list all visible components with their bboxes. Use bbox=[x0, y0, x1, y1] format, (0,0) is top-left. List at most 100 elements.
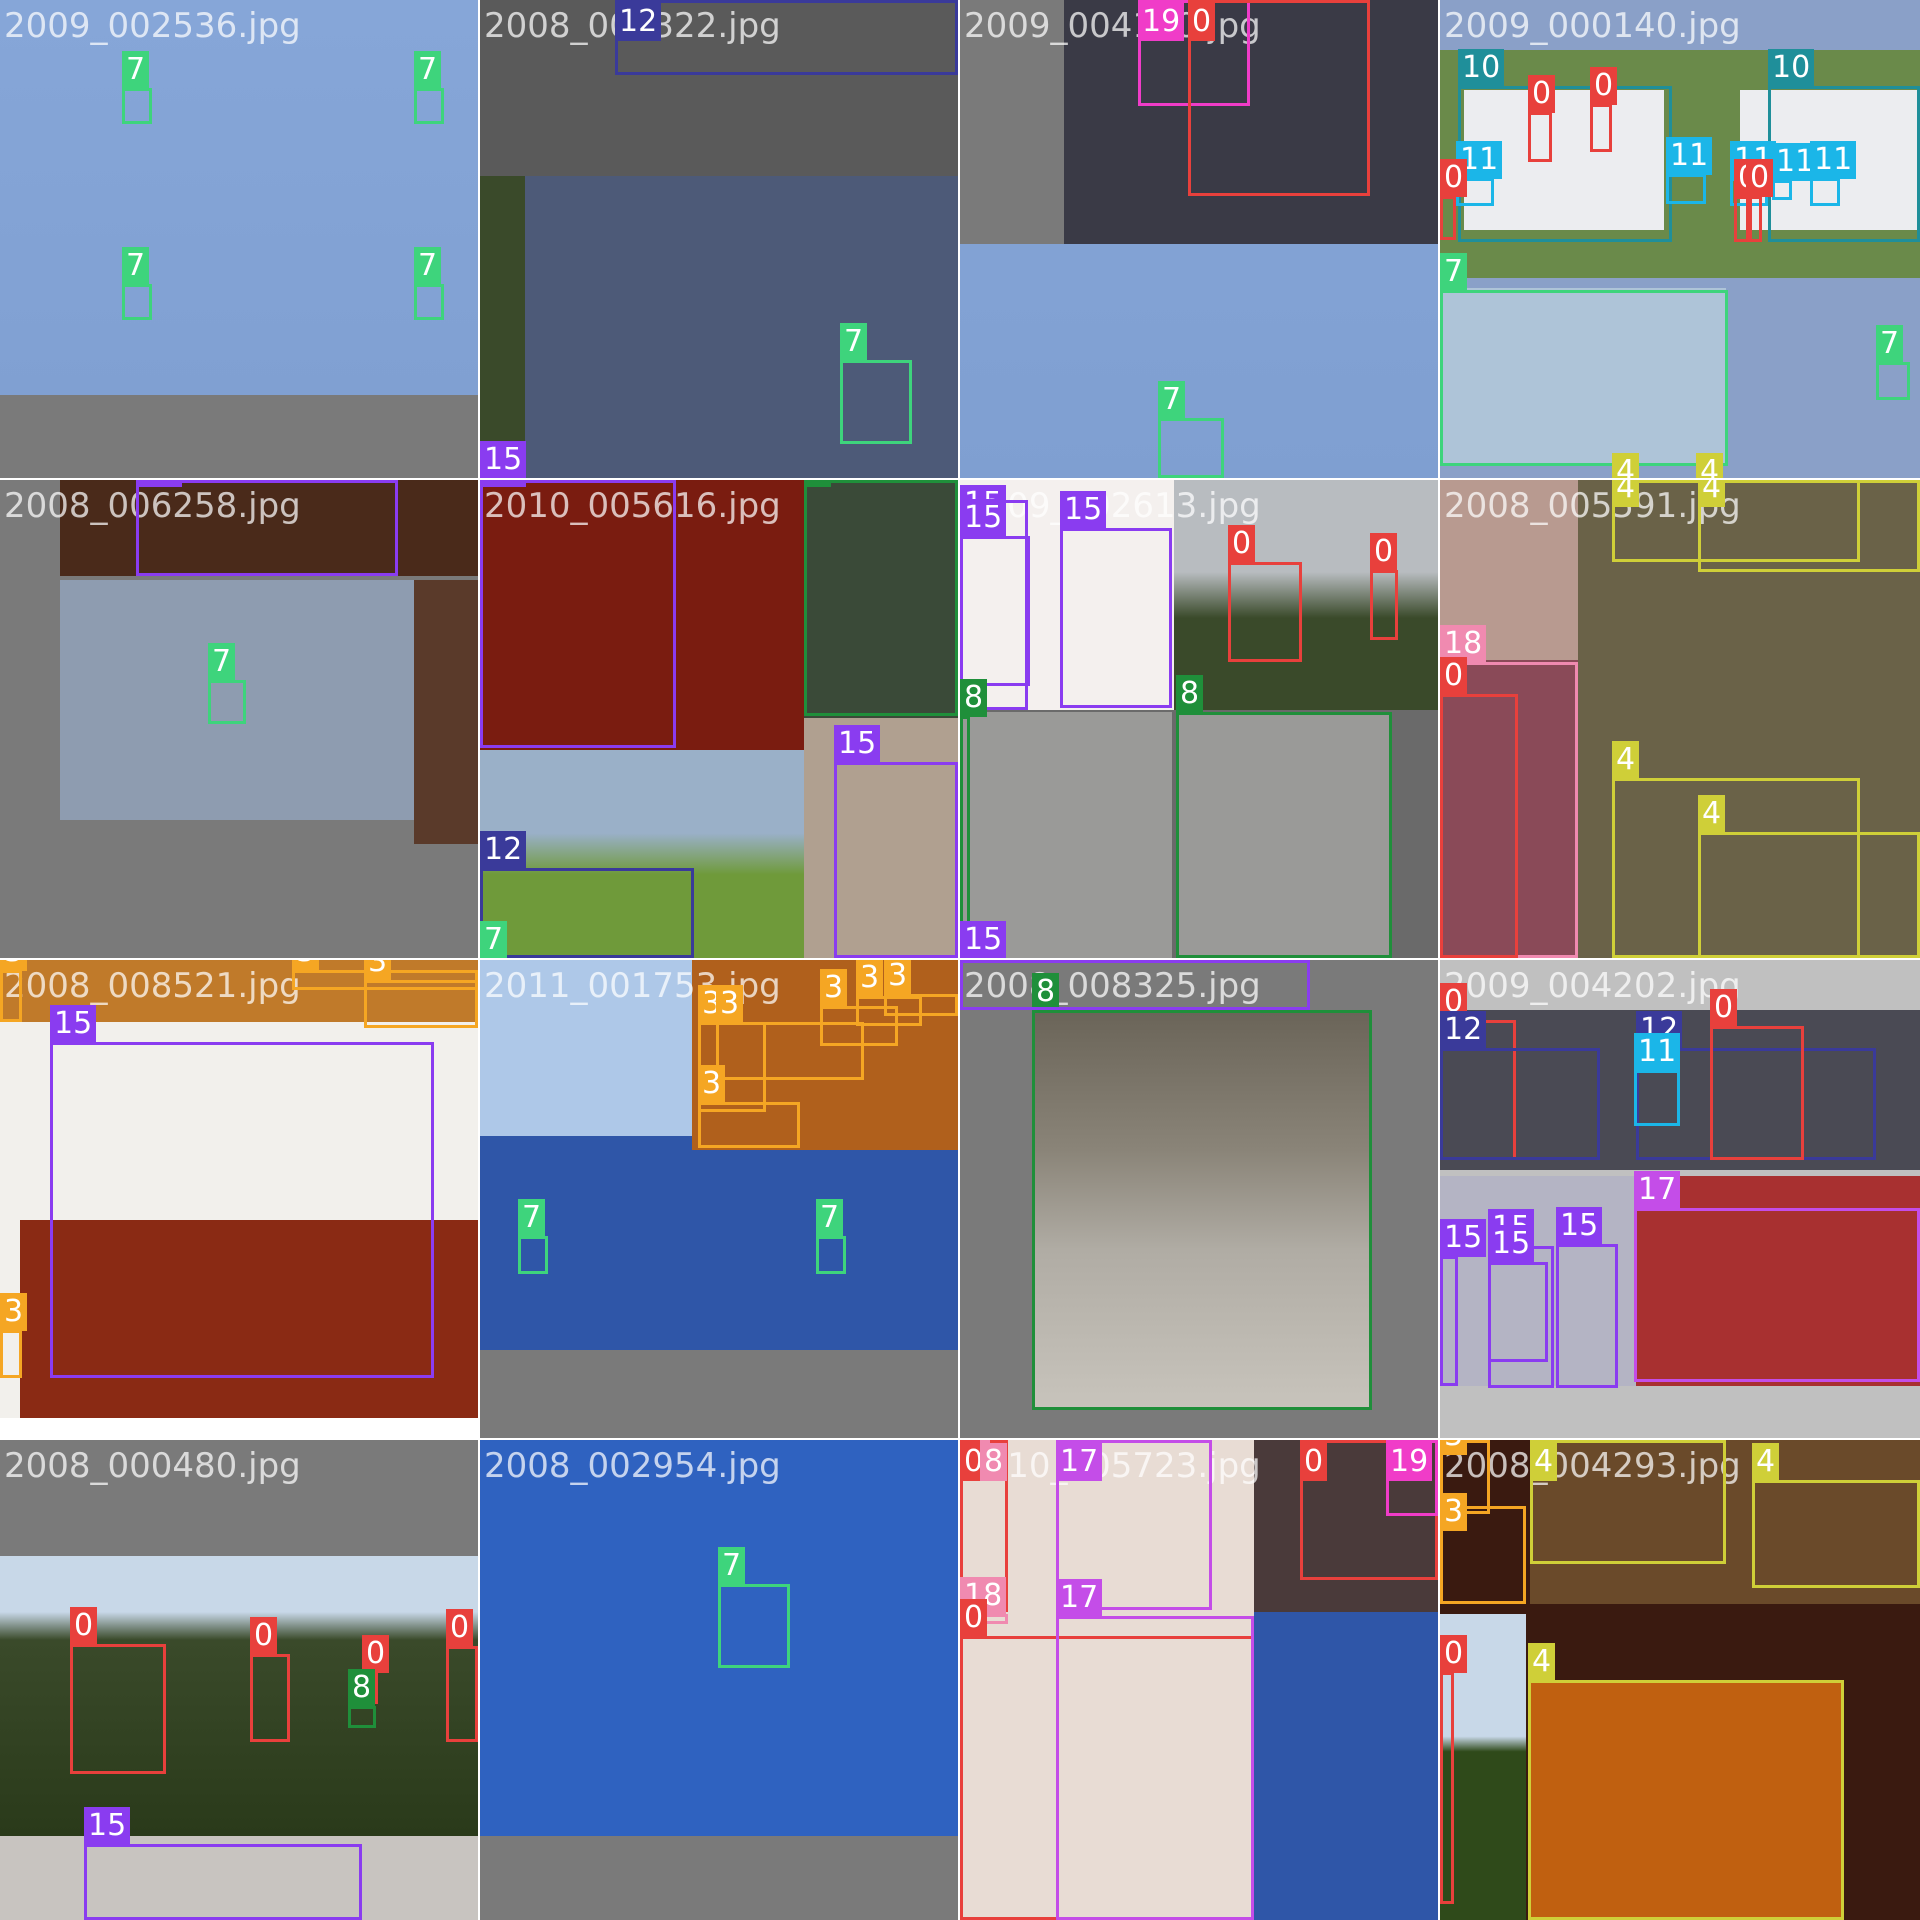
grid-divider bbox=[0, 1438, 1920, 1440]
class-label: 4 bbox=[1612, 741, 1640, 779]
class-label: 12 bbox=[615, 3, 662, 41]
class-label: 0 bbox=[1710, 989, 1738, 1027]
class-label: 8 bbox=[804, 480, 832, 487]
class-label: 8 bbox=[348, 1669, 376, 1707]
class-label: 0 bbox=[1440, 1635, 1468, 1673]
detection-box: 11 bbox=[1634, 1033, 1681, 1126]
detection-box: 0 bbox=[70, 1607, 166, 1774]
class-label: 10 bbox=[1458, 49, 1505, 87]
detection-box: 10 bbox=[1768, 49, 1920, 242]
detection-box: 8 bbox=[1176, 675, 1392, 958]
tile-2008-006258: 2008_006258.jpg 15 7 bbox=[0, 480, 478, 958]
tile-2010-005616: 2010_005616.jpg 15 8 12 15 7 bbox=[480, 480, 958, 958]
class-label: 3 bbox=[1440, 1440, 1468, 1455]
class-label: 4 bbox=[1612, 480, 1640, 507]
detection-box: 3 bbox=[884, 960, 958, 1016]
class-label: 11 bbox=[1772, 143, 1819, 181]
class-label: 3 bbox=[0, 1293, 28, 1331]
detection-box: 0 bbox=[1440, 159, 1468, 240]
detection-box: 8 bbox=[348, 1669, 376, 1728]
class-label: 0 bbox=[1228, 525, 1256, 563]
detection-box: 15 bbox=[834, 725, 958, 958]
tile-filename: 2008_002954.jpg bbox=[484, 1446, 781, 1486]
detection-box: 12 bbox=[480, 831, 694, 958]
detection-box: 0 bbox=[1228, 525, 1302, 662]
class-label: 17 bbox=[1056, 1579, 1103, 1617]
detection-box: 7 bbox=[414, 51, 444, 124]
class-label: 0 bbox=[1528, 75, 1556, 113]
tile-2009-004202: 2009_004202.jpg 0 12 12 0 11 17 15 15 15… bbox=[1440, 960, 1920, 1438]
grid-divider bbox=[0, 958, 1920, 960]
detection-box: 3 bbox=[716, 985, 864, 1080]
detection-box: 15 bbox=[480, 480, 676, 748]
class-label: 7 bbox=[1876, 325, 1904, 363]
tile-filename: 2008_008521.jpg bbox=[4, 966, 301, 1006]
grid-divider bbox=[478, 0, 480, 1920]
class-label: 3 bbox=[0, 960, 28, 971]
tile-2008-004293: 2008_004293.jpg 3 4 4 3 0 4 bbox=[1440, 1440, 1920, 1920]
class-label: 4 bbox=[1612, 453, 1640, 478]
class-label: 7 bbox=[414, 51, 442, 89]
class-label: 4 bbox=[1696, 453, 1724, 478]
class-label: 3 bbox=[698, 1065, 726, 1103]
detection-box: 8 bbox=[804, 480, 958, 716]
detection-box: 0 bbox=[1370, 533, 1398, 640]
class-label: 4 bbox=[1752, 1443, 1780, 1481]
tile-filename: 2010_005616.jpg bbox=[484, 486, 781, 526]
detection-box: 3 bbox=[856, 960, 922, 1026]
class-label: 17 bbox=[1634, 1171, 1681, 1209]
detection-box: 7 bbox=[1876, 325, 1910, 400]
tile-filename: 2008_005591.jpg bbox=[1444, 486, 1741, 526]
detection-box: 3 bbox=[364, 960, 478, 1028]
detection-box: 19 bbox=[1386, 1440, 1438, 1516]
tile-2009-002536: 2009_002536.jpg 7 7 7 7 bbox=[0, 0, 478, 478]
tile-filename: 2009_002536.jpg bbox=[4, 6, 301, 46]
tile-2008-008521: 2008_008521.jpg 3 3 3 15 3 bbox=[0, 960, 478, 1418]
class-label: 7 bbox=[718, 1547, 746, 1585]
detection-box: 0 bbox=[1440, 1635, 1468, 1904]
detection-box: 12 bbox=[1440, 1011, 1600, 1160]
class-label: 11 bbox=[1810, 141, 1857, 179]
tile-2008-008325: 2008_008325.jpg 8 bbox=[960, 960, 1438, 1438]
detection-box: 7 bbox=[718, 1547, 790, 1668]
detection-box: 0 bbox=[1528, 75, 1556, 162]
class-label: 12 bbox=[1440, 1011, 1487, 1049]
detection-box: 15 bbox=[1440, 1219, 1487, 1386]
detection-box: 15 bbox=[960, 499, 1030, 686]
detection-box: 4 bbox=[1698, 795, 1920, 958]
class-label: 0 bbox=[1370, 533, 1398, 571]
class-label: 8 bbox=[1176, 675, 1204, 713]
class-label: 4 bbox=[1528, 1643, 1556, 1681]
class-label: 7 bbox=[414, 247, 442, 285]
class-label: 7 bbox=[122, 247, 150, 285]
detection-box: 0 bbox=[446, 1609, 478, 1742]
class-label: 0 bbox=[250, 1617, 278, 1655]
class-label: 19 bbox=[1138, 3, 1185, 41]
class-label: 8 bbox=[980, 1443, 1008, 1481]
detection-box: 7 bbox=[816, 1199, 846, 1274]
detection-box: 4 bbox=[1530, 1440, 1726, 1564]
detection-box: 11 bbox=[1772, 143, 1819, 200]
class-label: 15 bbox=[1556, 1207, 1603, 1245]
detection-box: 7 bbox=[208, 643, 246, 724]
detection-box bbox=[960, 960, 1310, 1010]
class-label: 15 bbox=[480, 441, 527, 478]
class-label: 7 bbox=[816, 1199, 844, 1237]
class-label: 11 bbox=[1666, 137, 1713, 175]
detection-box: 3 bbox=[0, 1293, 28, 1378]
class-label: 15 bbox=[136, 480, 183, 487]
class-label: 7 bbox=[122, 51, 150, 89]
class-label: 17 bbox=[1056, 1443, 1103, 1481]
class-label: 0 bbox=[1300, 1443, 1328, 1481]
class-label: 7 bbox=[840, 323, 868, 361]
class-label: 7 bbox=[518, 1199, 546, 1237]
tile-filename: 2008_006258.jpg bbox=[4, 486, 301, 526]
detection-box: 0 bbox=[1440, 657, 1518, 958]
class-label: 15 bbox=[480, 480, 527, 487]
class-label: 15 bbox=[834, 725, 881, 763]
class-label: 3 bbox=[364, 960, 392, 981]
class-label: 0 bbox=[1590, 67, 1618, 105]
class-label: 7 bbox=[208, 643, 236, 681]
class-label: 3 bbox=[884, 960, 912, 995]
